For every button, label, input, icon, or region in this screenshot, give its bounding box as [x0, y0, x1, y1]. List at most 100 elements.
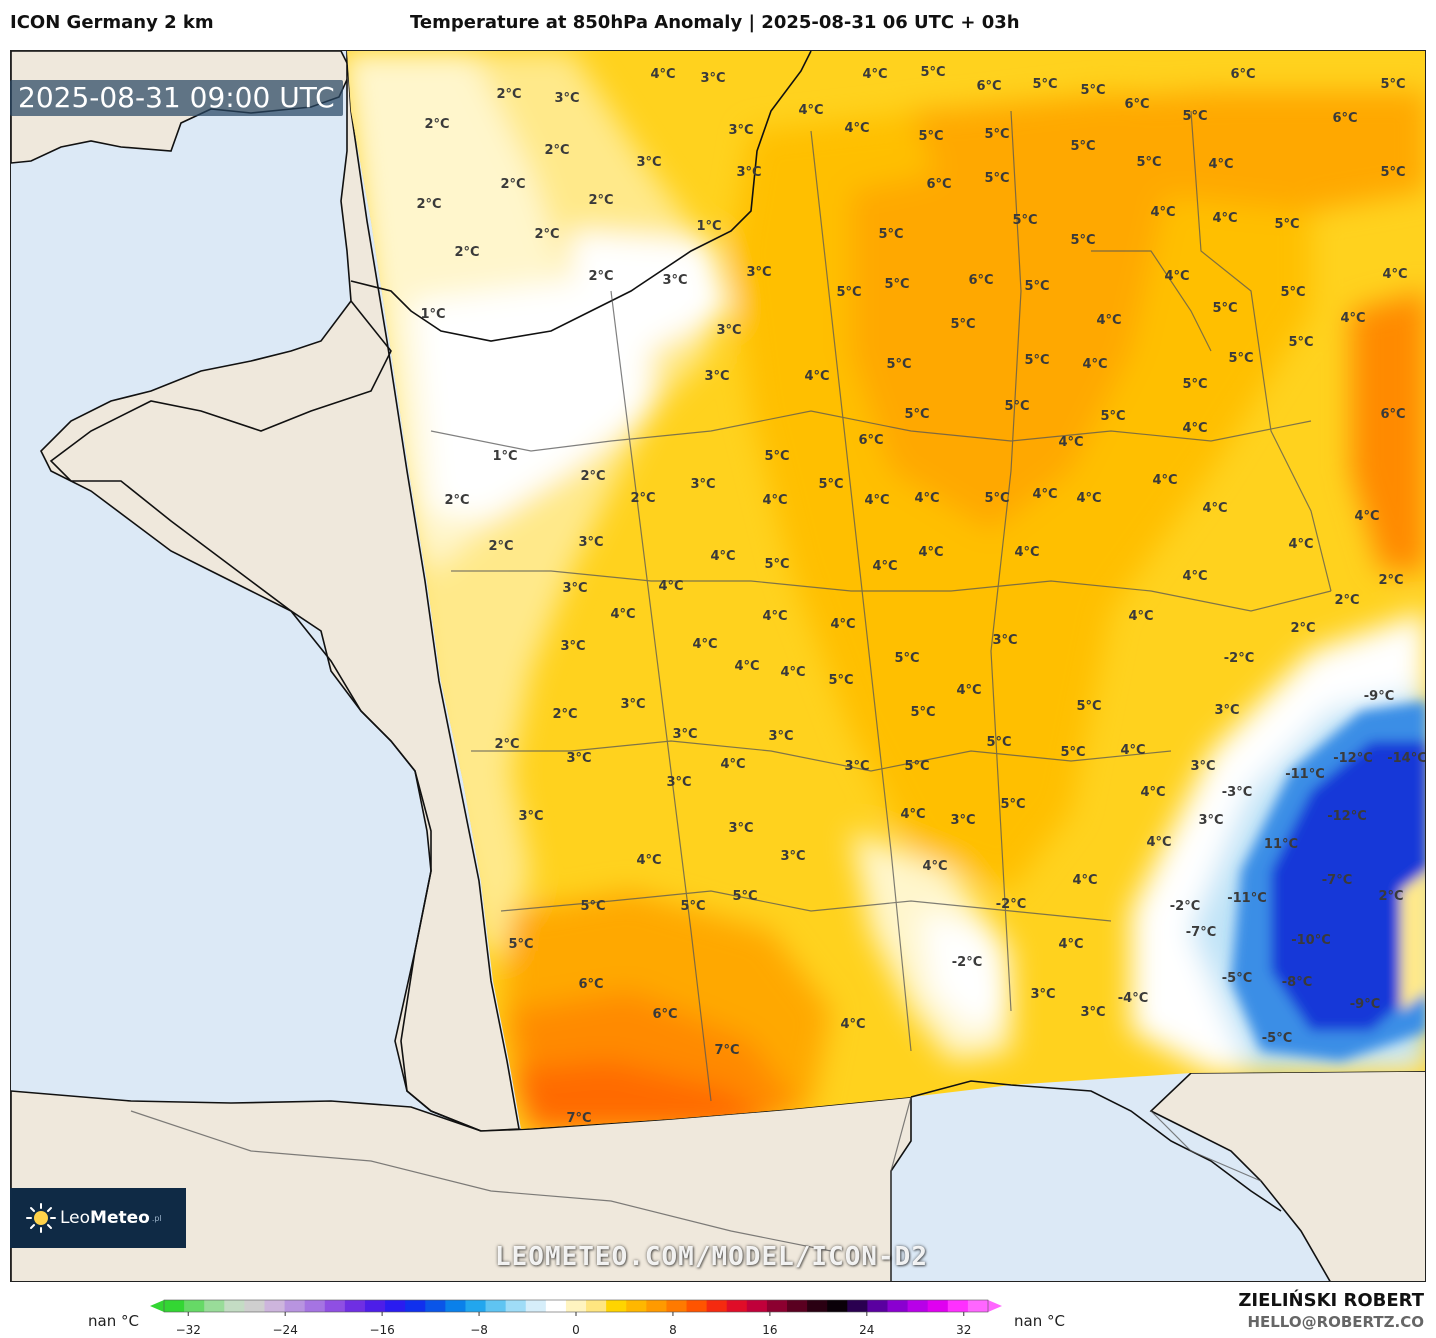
colorbar-swatch	[606, 1300, 627, 1312]
temperature-label: 3°C	[1030, 987, 1055, 1002]
temperature-label: 5°C	[984, 171, 1009, 186]
leometeo-logo[interactable]: LeoMeteo .pl	[10, 1188, 186, 1248]
colorbar-swatch	[385, 1300, 406, 1312]
temperature-label: 3°C	[518, 809, 543, 824]
temperature-label: 2°C	[534, 227, 559, 242]
colorbar-swatch	[726, 1300, 748, 1312]
colorbar-swatch	[626, 1300, 647, 1312]
temperature-label: 5°C	[1004, 399, 1029, 414]
temperature-label: -11°C	[1227, 891, 1267, 906]
temperature-label: 3°C	[746, 265, 771, 280]
temperature-label: 2°C	[500, 177, 525, 192]
colorbar-swatch	[224, 1300, 245, 1312]
temperature-label: 5°C	[1070, 139, 1095, 154]
temperature-label: 2°C	[496, 87, 521, 102]
temperature-label: 3°C	[780, 849, 805, 864]
temperature-label: 6°C	[578, 977, 603, 992]
colorbar-nan-left: nan °C	[88, 1312, 139, 1330]
temperature-label: 4°C	[636, 853, 661, 868]
colorbar-swatch	[746, 1300, 768, 1312]
temperature-label: 4°C	[914, 491, 939, 506]
temperature-label: 2°C	[444, 493, 469, 508]
colorbar-swatch	[827, 1300, 848, 1312]
temperature-label: 5°C	[1182, 109, 1207, 124]
colorbar: −32 −24 −16 −8 0 8 16 24 32	[150, 1299, 1002, 1337]
temperature-label: 5°C	[836, 285, 861, 300]
colorbar-tick-label: −8	[470, 1323, 488, 1337]
temperature-label: 3°C	[666, 775, 691, 790]
admin-borders	[130, 110, 1332, 1281]
colorbar-nan-right: nan °C	[1014, 1312, 1065, 1330]
temperature-label: 3°C	[562, 581, 587, 596]
temperature-label: 6°C	[976, 79, 1001, 94]
temperature-label: 5°C	[818, 477, 843, 492]
temperature-label: 4°C	[1354, 509, 1379, 524]
temperature-label: 4°C	[762, 609, 787, 624]
temperature-label: 5°C	[1024, 279, 1049, 294]
temperature-label: 5°C	[1228, 351, 1253, 366]
colorbar-swatch	[887, 1300, 909, 1312]
logo-suffix: .pl	[151, 1213, 162, 1223]
colorbar-swatch	[505, 1300, 527, 1312]
chart-title: Temperature at 850hPa Anomaly | 2025-08-…	[410, 12, 1020, 33]
temperature-label: 5°C	[1288, 335, 1313, 350]
temperature-label: 4°C	[710, 549, 735, 564]
temperature-label: 5°C	[1076, 699, 1101, 714]
temperature-label: 2°C	[454, 245, 479, 260]
temperature-label: 5°C	[1032, 77, 1057, 92]
temperature-label: 3°C	[690, 477, 715, 492]
temperature-label: 5°C	[950, 317, 975, 332]
logo-wordmark: LeoMeteo	[60, 1208, 150, 1228]
colorbar-swatch	[465, 1300, 487, 1312]
colorbar-swatch	[264, 1300, 286, 1312]
colorbar-tick-label: −24	[273, 1323, 298, 1337]
author-name: ZIELIŃSKI ROBERT	[1238, 1290, 1424, 1311]
temperature-label: 5°C	[1070, 233, 1095, 248]
temperature-label: -9°C	[1350, 997, 1380, 1012]
temperature-label: 5°C	[910, 705, 935, 720]
temperature-label: 6°C	[1230, 67, 1255, 82]
temperature-label: 2°C	[1378, 889, 1403, 904]
temperature-label: 4°C	[840, 1017, 865, 1032]
model-title: ICON Germany 2 km	[10, 12, 214, 33]
temperature-label: 3°C	[844, 759, 869, 774]
colorbar-swatch	[525, 1300, 547, 1312]
colorbar-swatch	[545, 1300, 567, 1312]
temperature-label: 5°C	[904, 759, 929, 774]
temperature-label: 3°C	[672, 727, 697, 742]
temperature-labels: 4°C 3°C 4°C 5°C 6°C 5°C 5°C 6°C 6°C 5°C 5°C 6°C 2°C 3…	[416, 65, 1425, 1126]
temperature-label: -9°C	[1364, 689, 1394, 704]
colorbar-swatch	[686, 1300, 708, 1312]
temperature-label: 4°C	[1014, 545, 1039, 560]
colorbar-swatch	[405, 1300, 426, 1312]
temperature-label: 4°C	[1128, 609, 1153, 624]
map-canvas[interactable]: 4°C 3°C 4°C 5°C 6°C 5°C 5°C 6°C 6°C 5°C 5°C 6°C 2°C 3…	[11, 51, 1426, 1282]
colorbar-swatch	[927, 1300, 949, 1312]
temperature-label: 4°C	[650, 67, 675, 82]
colorbar-swatch	[947, 1300, 969, 1312]
temperature-label: 3°C	[950, 813, 975, 828]
temperature-label: 4°C	[1152, 473, 1177, 488]
temperature-label: 5°C	[764, 557, 789, 572]
temperature-label: 3°C	[554, 91, 579, 106]
temperature-label: 3°C	[1214, 703, 1239, 718]
colorbar-swatch	[907, 1300, 929, 1312]
temperature-label: 3°C	[566, 751, 591, 766]
temperature-label: 3°C	[992, 633, 1017, 648]
temperature-label: 4°C	[1340, 311, 1365, 326]
colorbar-swatch	[324, 1300, 346, 1312]
temperature-label: 4°C	[1182, 421, 1207, 436]
weather-map[interactable]: 4°C 3°C 4°C 5°C 6°C 5°C 5°C 6°C 6°C 5°C 5°C 6°C 2°C 3…	[10, 50, 1426, 1282]
temperature-label: -7°C	[1322, 873, 1352, 888]
colorbar-swatch	[304, 1300, 326, 1312]
temperature-label: 4°C	[1140, 785, 1165, 800]
temperature-label: 4°C	[1096, 313, 1121, 328]
temperature-label: 6°C	[1332, 111, 1357, 126]
temperature-label: 3°C	[662, 273, 687, 288]
temperature-label: -11°C	[1285, 767, 1325, 782]
temperature-label: 2°C	[552, 707, 577, 722]
colorbar-swatch	[646, 1300, 667, 1312]
colorbar-swatch	[445, 1300, 466, 1312]
temperature-label: 3°C	[560, 639, 585, 654]
temperature-label: 2°C	[494, 737, 519, 752]
